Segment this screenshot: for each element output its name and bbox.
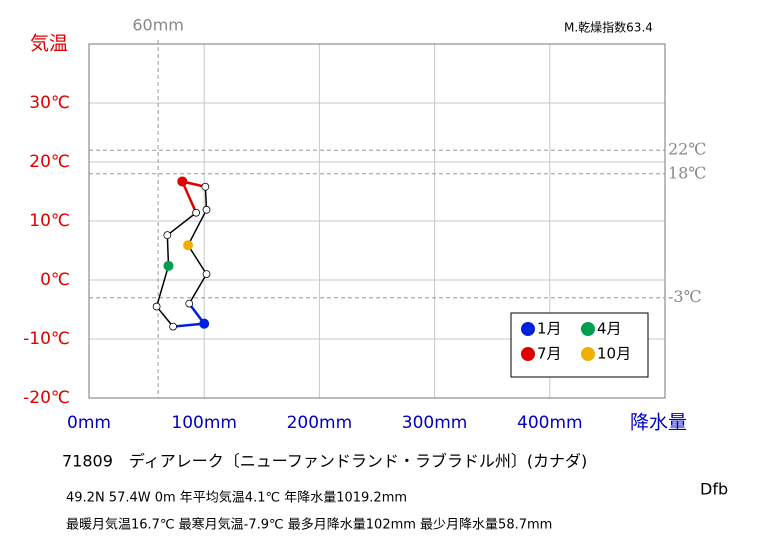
month-point: [192, 208, 201, 217]
reference-label: 22℃: [668, 140, 706, 159]
legend-box: [510, 312, 649, 378]
x-tick-label: 0mm: [67, 413, 111, 433]
legend-marker: [581, 347, 595, 361]
climate-segment: [172, 322, 205, 328]
x-tick-label: 200mm: [287, 413, 353, 433]
x-tick-label: 400mm: [517, 413, 583, 433]
month-point: [177, 176, 188, 187]
legend-marker: [521, 322, 535, 336]
info-line: 最暖月気温16.7℃ 最寒月気温-7.9℃ 最多月降水量102mm 最少月降水量…: [66, 517, 552, 533]
month-point: [201, 182, 210, 191]
x-tick-label: 100mm: [171, 413, 237, 433]
climate-segment: [166, 235, 170, 266]
y-tick-label: 0℃: [40, 270, 70, 290]
legend-label: 7月: [537, 345, 562, 363]
climate-segment: [181, 180, 198, 214]
legend-marker: [581, 322, 595, 336]
month-point: [199, 318, 210, 329]
legend-marker: [521, 347, 535, 361]
climate-segment: [156, 306, 174, 328]
legend-label: 4月: [597, 320, 622, 338]
reference-label: 60mm: [132, 16, 184, 35]
month-point: [185, 299, 194, 308]
y-tick-label: 20℃: [29, 152, 70, 172]
reference-label: -3℃: [668, 287, 701, 306]
climate-segment: [187, 209, 208, 246]
legend-label: 10月: [597, 345, 631, 363]
y-tick-label: 30℃: [29, 93, 70, 113]
climate-segment: [188, 273, 208, 304]
month-point: [202, 270, 211, 279]
y-tick-label: -10℃: [23, 329, 70, 349]
x-axis-label: 降水量: [630, 412, 687, 434]
climate-segment: [166, 212, 197, 236]
climate-segment: [155, 265, 170, 307]
climate-segment: [187, 244, 208, 275]
legend-label: 1月: [537, 320, 562, 338]
x-tick-label: 300mm: [402, 413, 468, 433]
dryness-index: M.乾燥指数63.4: [564, 20, 653, 35]
info-line: 49.2N 57.4W 0m 年平均気温4.1℃ 年降水量1019.2mm: [66, 490, 407, 506]
climate-class: Dfb: [700, 480, 728, 499]
y-axis-label: 気温: [30, 33, 68, 55]
month-point: [183, 240, 194, 251]
month-point: [202, 205, 211, 214]
month-point: [163, 260, 174, 271]
month-point: [163, 231, 172, 240]
reference-label: 18℃: [668, 163, 706, 182]
y-tick-label: -20℃: [23, 388, 70, 408]
y-tick-label: 10℃: [29, 211, 70, 231]
plot-frame: [88, 43, 666, 399]
month-point: [169, 322, 177, 331]
station-name: 71809 ディアレーク〔ニューファンドランド・ラブラドル州〕(カナダ): [62, 452, 587, 471]
month-point: [152, 302, 161, 311]
